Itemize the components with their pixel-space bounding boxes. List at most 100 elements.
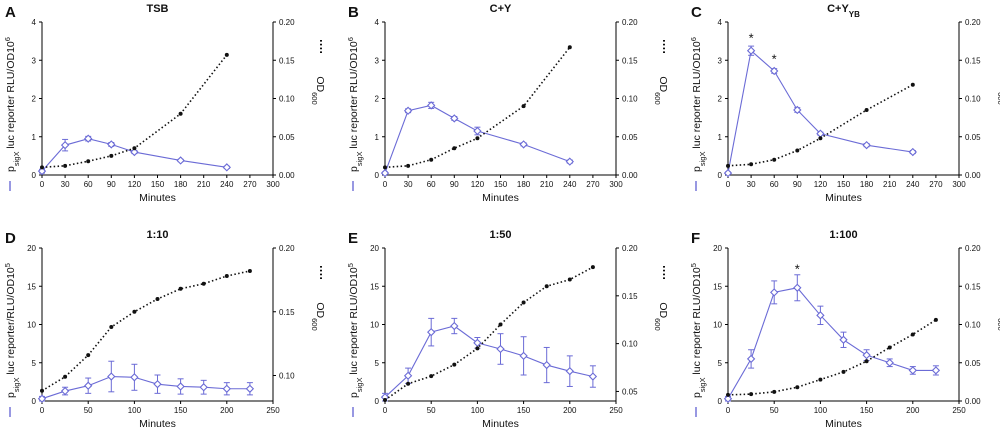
od600-point (383, 165, 387, 170)
reporter-point (222, 163, 231, 172)
left-y-title-part: luc reporter RLU/OD10 (691, 41, 703, 151)
left-y-title-part: p (348, 166, 360, 172)
left-y-tick-label: 15 (713, 282, 722, 291)
left-y-tick-label: 15 (370, 282, 379, 291)
reporter-point (84, 134, 93, 143)
left-y-tick-label: 4 (718, 18, 723, 27)
right-y-title-part: 600 (997, 318, 1000, 331)
od600-point (452, 146, 457, 151)
x-tick-label: 120 (471, 180, 485, 189)
x-axis-title: Minutes (825, 418, 862, 430)
od600-point (155, 297, 160, 301)
right-y-tick-label: 0.15 (622, 56, 638, 65)
right-y-tick-label: 0.20 (279, 244, 295, 253)
x-tick-label: 240 (563, 180, 577, 189)
x-tick-label: 90 (107, 180, 116, 189)
left-y-tick-label: 10 (27, 321, 36, 330)
x-tick-label: 250 (266, 406, 280, 415)
od600-line (727, 319, 937, 396)
left-y-title-part: 5 (3, 263, 12, 267)
panel-letter: C (691, 4, 702, 21)
reporter-point (723, 168, 733, 178)
od600-point (818, 377, 823, 382)
right-y-tick-label: 0.00 (622, 171, 638, 180)
x-axis-title: Minutes (825, 192, 862, 204)
reporter-point (450, 114, 459, 123)
od600-point (86, 159, 91, 164)
reporter-point (403, 371, 413, 380)
reporter-point (473, 338, 482, 348)
left-y-title-part: luc reporter RLU/OD10 (348, 267, 360, 377)
od600-point (590, 265, 595, 270)
x-tick-label: 90 (450, 180, 459, 189)
x-tick-label: 250 (609, 406, 623, 415)
reporter-point (723, 394, 733, 403)
right-y-tick-label: 0.05 (622, 387, 638, 396)
od600-line (727, 84, 914, 167)
od600-point (475, 136, 480, 141)
right-y-tick-label: 0.05 (965, 359, 981, 368)
right-y-tick-label: 0.10 (965, 95, 981, 104)
reporter-point (176, 382, 185, 391)
right-y-tick-label: 0.10 (279, 95, 295, 104)
x-tick-label: 50 (84, 406, 93, 415)
x-tick-label: 210 (883, 180, 897, 189)
reporter-point (770, 288, 779, 297)
x-tick-label: 0 (40, 180, 45, 189)
od600-point (567, 277, 572, 282)
reporter-line (727, 49, 913, 174)
od600-point (178, 286, 183, 291)
reporter-point (839, 335, 848, 344)
left-y-tick-label: 0 (718, 171, 723, 180)
panel-letter: D (5, 230, 16, 247)
panel-letter: A (5, 4, 16, 21)
panel-letter: E (348, 230, 358, 247)
od600-point (795, 148, 800, 153)
reporter-point (816, 311, 825, 320)
reporter-point (496, 344, 505, 354)
left-y-tick-label: 5 (32, 359, 37, 368)
reporter-point (60, 140, 70, 150)
left-y-title-part: 5 (689, 263, 698, 267)
od600-point (521, 300, 526, 305)
left-y-tick-label: 10 (713, 321, 722, 330)
left-y-tick-label: 2 (718, 95, 723, 104)
x-tick-label: 30 (404, 180, 413, 189)
x-tick-label: 240 (906, 180, 920, 189)
x-tick-label: 0 (383, 180, 388, 189)
right-y-tick-label: 0.00 (965, 171, 981, 180)
right-y-title-part: 600 (311, 318, 320, 331)
panel-title-sub: YB (849, 10, 860, 19)
left-y-axis-title: psigX luc reporter RLU/OD106 (3, 37, 21, 172)
x-tick-label: 50 (427, 406, 436, 415)
right-y-title-part: 600 (997, 92, 1000, 105)
od600-point (406, 381, 411, 386)
od600-point (475, 346, 480, 351)
od600-point (498, 322, 503, 327)
reporter-point (519, 140, 528, 149)
left-y-title-part: luc reporter/RLU/OD10 (5, 267, 17, 377)
x-tick-label: 100 (128, 406, 142, 415)
right-y-title-part: OD (657, 302, 669, 318)
panel-e: E 1:50 0 50 100 150 200 250 Minutes 0 5 10 15 20 0.05 0… (346, 229, 670, 430)
x-tick-label: 200 (563, 406, 577, 415)
reporter-point (746, 354, 756, 364)
right-y-tick-label: 0.15 (279, 56, 295, 65)
reporter-point (176, 156, 185, 165)
x-tick-label: 30 (747, 180, 756, 189)
od600-point (247, 268, 252, 273)
left-y-title-part: sigX (355, 152, 364, 167)
x-tick-label: 150 (517, 406, 531, 415)
left-y-tick-label: 1 (375, 133, 380, 142)
x-tick-label: 180 (174, 180, 188, 189)
right-y-tick-label: 0.05 (279, 133, 295, 142)
od600-point (772, 157, 777, 162)
reporter-point (427, 101, 436, 110)
reporter-point (565, 157, 574, 166)
left-y-tick-label: 3 (32, 56, 37, 65)
x-tick-label: 210 (540, 180, 554, 189)
od600-point (132, 146, 137, 151)
x-tick-label: 100 (471, 406, 485, 415)
